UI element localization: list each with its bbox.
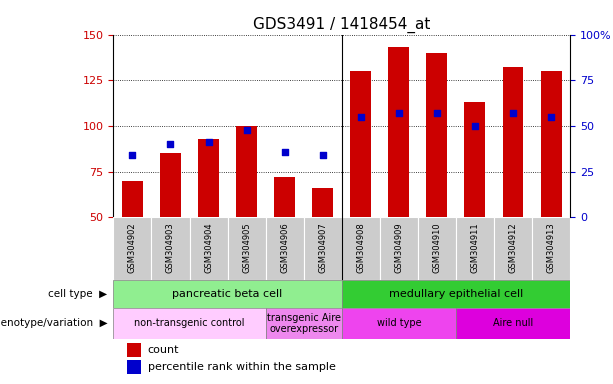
Bar [303, 217, 341, 280]
Bar [389, 47, 409, 217]
Bar [341, 308, 456, 339]
Point [128, 152, 137, 158]
Bar [427, 53, 447, 217]
Point [166, 141, 175, 147]
Point [280, 149, 289, 155]
Point [204, 139, 213, 146]
Bar [198, 139, 219, 217]
Bar [541, 71, 562, 217]
Point [508, 110, 518, 116]
Bar [160, 154, 181, 217]
Bar [341, 280, 570, 308]
Bar [380, 217, 418, 280]
Text: pancreatic beta cell: pancreatic beta cell [172, 289, 283, 299]
Text: GSM304911: GSM304911 [470, 222, 479, 273]
Bar [456, 308, 570, 339]
Text: non-transgenic control: non-transgenic control [134, 318, 245, 328]
Bar [127, 360, 141, 374]
Bar [113, 280, 341, 308]
Point [432, 110, 442, 116]
Bar [113, 308, 265, 339]
Text: transgenic Aire
overexpressor: transgenic Aire overexpressor [267, 313, 341, 334]
Bar [151, 217, 189, 280]
Point [318, 152, 327, 158]
Bar [312, 188, 333, 217]
Text: wild type: wild type [376, 318, 421, 328]
Bar [494, 217, 532, 280]
Point [356, 114, 366, 120]
Text: GSM304906: GSM304906 [280, 222, 289, 273]
Bar [274, 177, 295, 217]
Bar [465, 102, 485, 217]
Bar [122, 181, 143, 217]
Bar [127, 343, 141, 357]
Text: percentile rank within the sample: percentile rank within the sample [148, 362, 335, 372]
Text: GSM304908: GSM304908 [356, 222, 365, 273]
Text: cell type  ▶: cell type ▶ [48, 289, 107, 299]
Text: GSM304910: GSM304910 [432, 222, 441, 273]
Text: GSM304904: GSM304904 [204, 222, 213, 273]
Bar [265, 308, 341, 339]
Bar [532, 217, 570, 280]
Point [394, 110, 404, 116]
Text: GSM304912: GSM304912 [509, 222, 517, 273]
Bar [341, 217, 380, 280]
Bar [227, 217, 265, 280]
Title: GDS3491 / 1418454_at: GDS3491 / 1418454_at [253, 17, 430, 33]
Text: medullary epithelial cell: medullary epithelial cell [389, 289, 523, 299]
Bar [236, 126, 257, 217]
Point [242, 127, 251, 133]
Point [546, 114, 556, 120]
Bar [456, 217, 494, 280]
Text: GSM304903: GSM304903 [166, 222, 175, 273]
Bar [350, 71, 371, 217]
Bar [503, 68, 524, 217]
Text: GSM304909: GSM304909 [394, 222, 403, 273]
Text: GSM304905: GSM304905 [242, 222, 251, 273]
Text: Aire null: Aire null [493, 318, 533, 328]
Text: GSM304913: GSM304913 [547, 222, 555, 273]
Text: GSM304902: GSM304902 [128, 222, 137, 273]
Text: genotype/variation  ▶: genotype/variation ▶ [0, 318, 107, 328]
Point [470, 123, 480, 129]
Text: GSM304907: GSM304907 [318, 222, 327, 273]
Bar [265, 217, 303, 280]
Text: count: count [148, 344, 179, 354]
Bar [418, 217, 456, 280]
Bar [113, 217, 151, 280]
Bar [189, 217, 227, 280]
